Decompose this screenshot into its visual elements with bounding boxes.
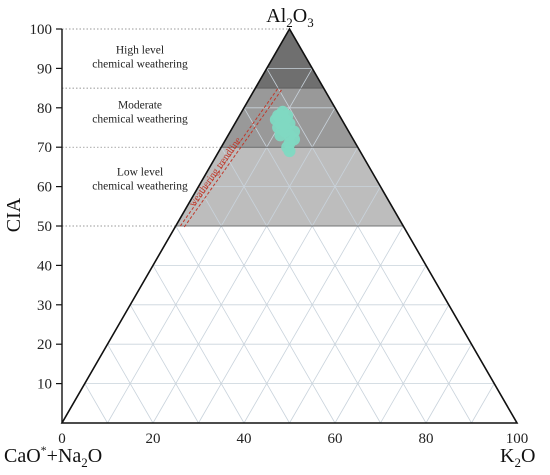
x-tick-label: 40	[237, 431, 252, 447]
grid-line-l	[471, 383, 495, 424]
y-tick-label: 20	[37, 337, 52, 353]
zone-label-moderate: Moderate chemical weathering	[92, 100, 188, 126]
y-tick-label: 60	[37, 180, 52, 196]
sample-point	[274, 129, 287, 142]
y-tick-label: 50	[37, 219, 52, 235]
zone-label-low: Low level chemical weathering	[92, 167, 188, 193]
sample-point	[288, 125, 301, 138]
zone-label-high: High level chemical weathering	[92, 45, 188, 71]
y-tick-label: 40	[37, 258, 52, 274]
zone-high	[255, 29, 324, 89]
x-tick-label: 0	[58, 431, 66, 447]
x-tick-label: 60	[328, 431, 343, 447]
y-tick-label: 30	[37, 298, 52, 314]
sample-point	[281, 109, 294, 122]
cia-axis: 10 20 30 40 50 60 70 80 90 100	[30, 22, 63, 423]
grid-line-l	[380, 304, 450, 424]
apex-label-al2o3: Al2O3	[266, 5, 313, 30]
grid-line-r	[243, 107, 427, 424]
grid-line-r	[129, 304, 199, 424]
x-tick-label: 100	[506, 431, 529, 447]
x-tick-label: 20	[146, 431, 161, 447]
vertex-label-cao-na2o: CaO*+Na2O	[4, 443, 102, 470]
trendline-line	[183, 88, 283, 228]
y-tick-label: 70	[37, 140, 52, 156]
grid-line-r	[175, 225, 290, 424]
triangle-outline	[60, 27, 519, 424]
sample-point	[283, 145, 296, 158]
zone-labels: High level chemical weathering Moderate che…	[92, 45, 188, 193]
grid-line-l	[289, 225, 404, 424]
grid-line-r	[220, 146, 381, 424]
grid-line-r	[152, 265, 245, 424]
grid-line-r	[107, 343, 154, 424]
y-tick-label: 90	[37, 61, 52, 77]
y-tick-label: 100	[30, 22, 53, 38]
vertex-label-k2o: K2O	[500, 445, 535, 470]
y-tick-label: 10	[37, 377, 52, 393]
bottom-axis: 0 20 40 60 80 100	[58, 431, 528, 447]
y-axis-title: CIA	[3, 197, 25, 232]
y-tick-label: 80	[37, 101, 52, 117]
sample-points	[269, 105, 301, 158]
grid-line-r	[84, 383, 108, 424]
trendline-line	[179, 87, 279, 227]
x-tick-label: 80	[419, 431, 434, 447]
grid-line-l	[198, 146, 359, 424]
triangle-border	[60, 27, 519, 424]
grid-line-r	[266, 68, 472, 424]
